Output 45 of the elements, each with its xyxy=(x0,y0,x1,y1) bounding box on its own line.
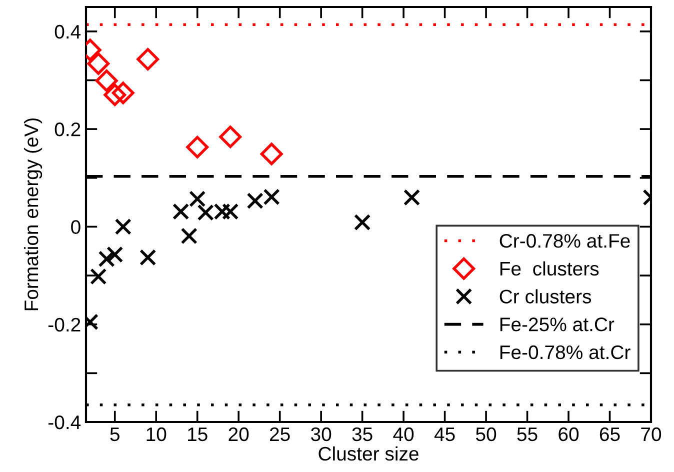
y-tick-label: -0.4 xyxy=(48,415,81,430)
x-tick-label: 10 xyxy=(146,427,166,442)
y-tick-label: 0 xyxy=(71,220,80,234)
legend-label: Cr-0.78% at.Fe xyxy=(500,234,630,248)
point xyxy=(354,214,371,231)
point xyxy=(106,246,124,263)
y-tick-label: -0.2 xyxy=(48,318,80,332)
point xyxy=(186,136,209,158)
point xyxy=(136,48,160,70)
point xyxy=(219,126,242,148)
x-axis-title: Cluster size xyxy=(318,446,418,461)
x-tick-label: 45 xyxy=(434,428,455,442)
x-tick-label: 70 xyxy=(641,427,662,442)
point xyxy=(104,84,126,106)
legend-label: Fe-25% at.Cr xyxy=(500,318,614,332)
x-tick-label: 5 xyxy=(110,428,120,442)
x-tick-label: 25 xyxy=(270,427,290,442)
legend-label: Fe-0.78% at.Cr xyxy=(500,345,630,360)
point xyxy=(222,203,239,220)
x-tick-label: 60 xyxy=(558,427,579,442)
point xyxy=(95,70,118,92)
y-axis-title: Formation energy (eV) xyxy=(24,118,42,310)
x-tick-label: 50 xyxy=(476,427,496,442)
point xyxy=(98,250,115,268)
point xyxy=(403,189,420,206)
point xyxy=(189,190,206,208)
point xyxy=(112,82,134,104)
x-tick-label: 15 xyxy=(188,428,208,442)
x-tick-label: 65 xyxy=(600,427,620,442)
legend-label: Cr clusters xyxy=(500,289,592,304)
x-tick-label: 30 xyxy=(311,427,332,442)
y-tick-label: 0.2 xyxy=(54,122,80,136)
x-tick-label: 20 xyxy=(228,427,249,442)
x-tick-label: 40 xyxy=(393,427,414,442)
x-tick-label: 35 xyxy=(352,427,372,442)
y-tick-label: 0.4 xyxy=(54,24,81,39)
x-tick-label: 55 xyxy=(517,428,538,442)
point xyxy=(180,228,198,244)
point xyxy=(90,268,107,285)
point xyxy=(260,142,283,166)
point xyxy=(87,52,110,75)
legend-label: Fe clusters xyxy=(500,261,599,276)
point xyxy=(172,203,190,220)
point xyxy=(114,218,132,236)
point xyxy=(140,249,156,266)
